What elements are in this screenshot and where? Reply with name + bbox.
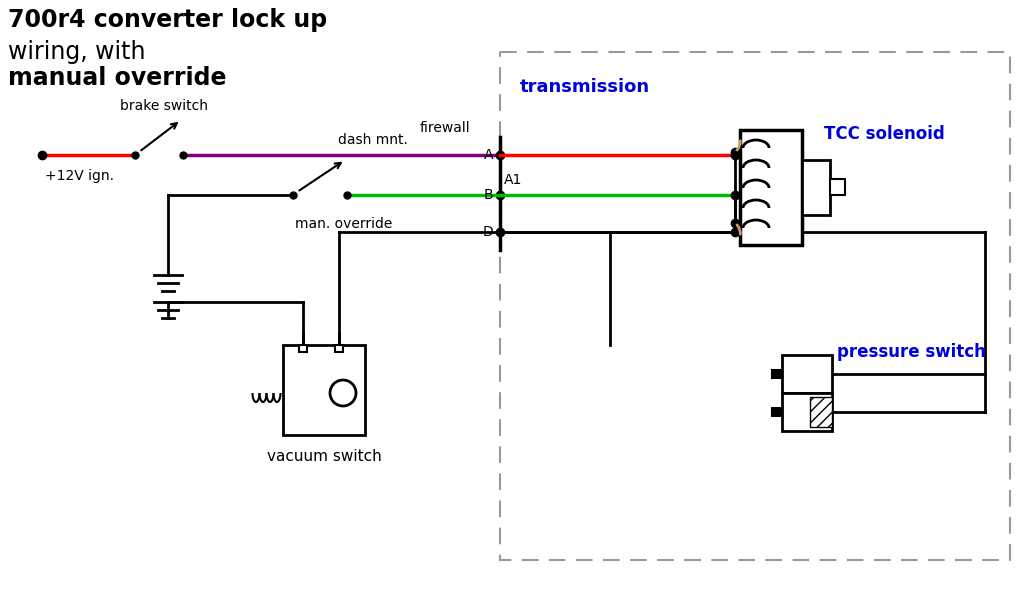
Text: pressure switch: pressure switch [837,343,986,361]
Text: TCC solenoid: TCC solenoid [824,125,944,143]
Text: A: A [483,148,493,162]
Text: +12V ign.: +12V ign. [45,169,114,183]
Bar [802,160,830,215]
Bar [299,345,307,352]
Text: B: B [483,188,493,202]
Bar [782,393,832,431]
Text: A1: A1 [504,173,522,187]
Bar [772,370,782,378]
Text: D: D [482,225,493,239]
Bar [772,408,782,416]
Bar [283,345,365,435]
Bar [782,355,832,393]
Text: manual override: manual override [8,66,227,90]
Bar [740,130,802,245]
Text: wiring, with: wiring, with [8,40,145,64]
Text: 700r4 converter lock up: 700r4 converter lock up [8,8,327,32]
Text: dash mnt.: dash mnt. [338,133,408,147]
Text: vacuum switch: vacuum switch [267,449,381,464]
Bar [335,345,343,352]
Text: man. override: man. override [295,217,392,231]
Text: brake switch: brake switch [120,99,208,113]
Text: transmission: transmission [520,78,650,96]
Bar [830,179,845,195]
Bar [810,397,832,427]
Text: firewall: firewall [420,121,470,135]
